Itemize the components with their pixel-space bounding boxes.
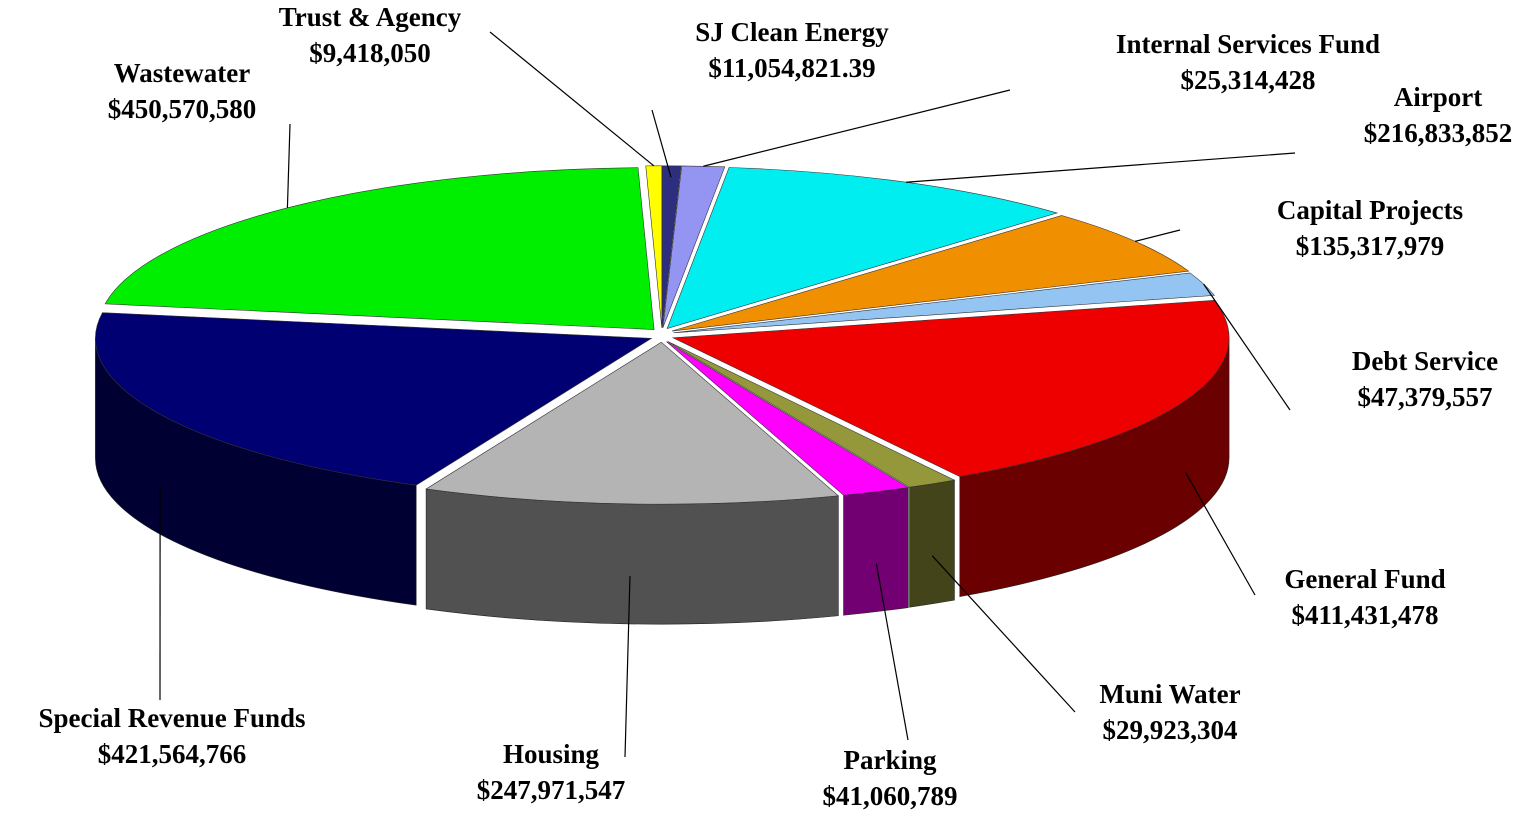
slice [425, 341, 840, 505]
leader-line [703, 89, 1011, 167]
category-label: SJ Clean Energy [695, 17, 889, 47]
slice [95, 312, 653, 486]
slice [104, 167, 655, 330]
leader-line [1203, 283, 1291, 411]
slice [661, 165, 682, 328]
slice [666, 167, 1059, 329]
leader-line [931, 555, 1076, 713]
slice-side [909, 479, 955, 608]
leader-line [875, 563, 909, 741]
leader-line [489, 31, 655, 167]
value-label: $9,418,050 [309, 38, 431, 68]
slice [671, 300, 1230, 477]
slice [666, 341, 910, 496]
value-label: $47,379,557 [1358, 382, 1493, 412]
leader-line [624, 575, 631, 758]
slice-side [425, 488, 839, 625]
value-label: $25,314,428 [1181, 65, 1316, 95]
category-label: Special Revenue Funds [38, 703, 305, 733]
slice [671, 215, 1190, 332]
value-label: $450,570,580 [108, 94, 257, 124]
value-label: $216,833,852 [1364, 118, 1513, 148]
value-label: $421,564,766 [98, 739, 247, 769]
value-label: $29,923,304 [1103, 715, 1238, 745]
leader-line [286, 123, 291, 208]
leader-line [1134, 229, 1181, 242]
slice [673, 272, 1215, 334]
value-label: $135,317,979 [1296, 231, 1445, 261]
value-label: $411,431,478 [1291, 600, 1438, 630]
category-label: Wastewater [114, 58, 250, 88]
value-label: $247,971,547 [477, 775, 626, 805]
value-label: $41,060,789 [823, 781, 958, 811]
category-label: Internal Services Fund [1116, 29, 1380, 59]
slice-sides [95, 337, 1230, 625]
value-label: $11,054,821.39 [708, 53, 875, 83]
category-label: Capital Projects [1277, 195, 1463, 225]
leader-line [1185, 472, 1256, 596]
category-label: Trust & Agency [279, 2, 462, 32]
slice-tops [95, 165, 1230, 505]
category-label: Parking [843, 745, 937, 775]
leader-line [906, 152, 1296, 183]
slice-side [843, 487, 909, 616]
category-label: Muni Water [1099, 679, 1240, 709]
leader-line [651, 109, 672, 178]
category-label: Debt Service [1352, 346, 1498, 376]
slice [667, 341, 956, 488]
category-label: Airport [1394, 82, 1482, 112]
category-label: General Fund [1284, 564, 1445, 594]
category-label: Housing [503, 739, 600, 769]
